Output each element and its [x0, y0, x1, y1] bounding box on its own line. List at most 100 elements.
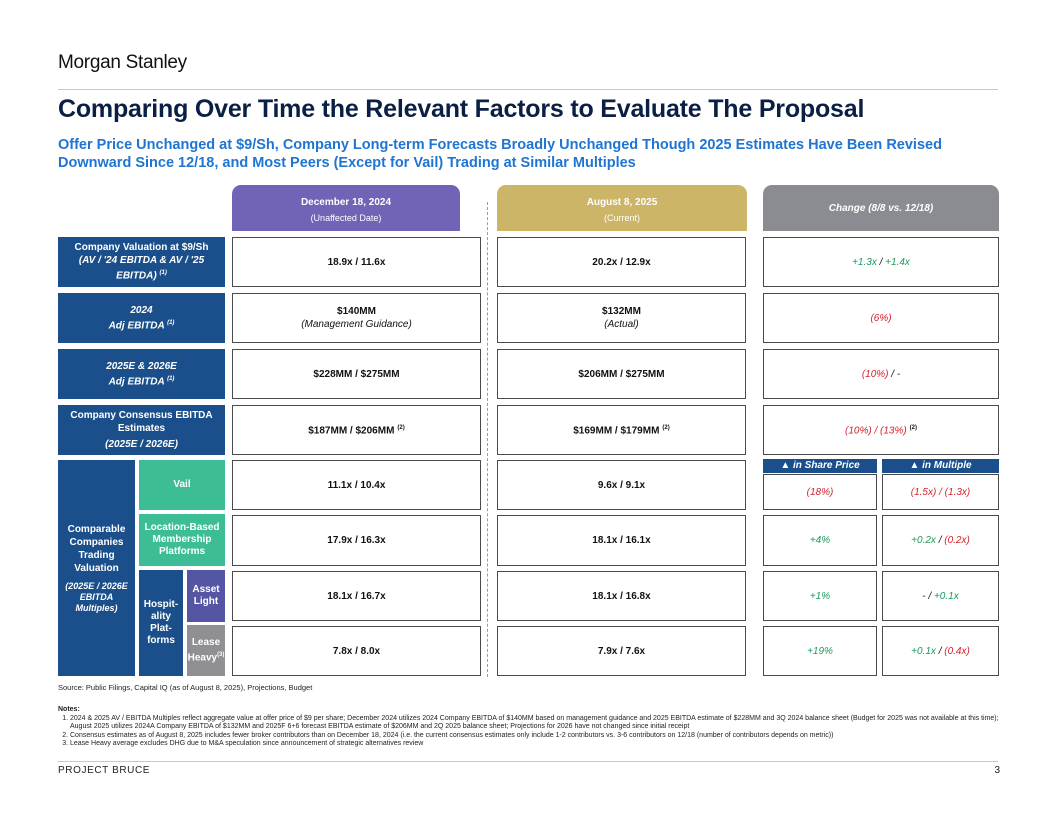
footnote-marker: (2): [662, 425, 670, 432]
row-label-consensus: Company Consensus EBITDA Estimates (2025…: [58, 405, 225, 455]
footnote-marker: (1): [167, 375, 175, 382]
footnote-marker: (1): [159, 270, 167, 277]
cell-ebitda-2025-2026-aug: $206MM / $275MM: [497, 349, 746, 399]
cell-consensus-aug: $169MM / $179MM (2): [497, 405, 746, 455]
cell-lease-heavy-multiple-change: +0.1x / (0.4x): [882, 626, 999, 676]
category-vail: Vail: [139, 460, 225, 510]
cell-location-multiple-change: +0.2x / (0.2x): [882, 515, 999, 566]
column-header-december-title: December 18, 2024: [300, 197, 392, 208]
row-label-valuation-line2: (AV / '24 EBITDA & AV / '25 EBITDA): [78, 255, 205, 282]
column-header-august-sub: (Current): [603, 213, 640, 223]
category-lease-heavy: Lease Heavy(3): [187, 625, 225, 676]
comparables-label-sub: (2025E / 2026E EBITDA Multiples): [65, 580, 128, 613]
cell-valuation-dec: 18.9x / 11.6x: [232, 237, 481, 287]
page-subtitle: Offer Price Unchanged at $9/Sh, Company …: [58, 137, 942, 171]
change-lease-heavy-multiple-b: (0.4x): [944, 645, 970, 657]
value-consensus-aug: $169MM / $179MM: [573, 425, 660, 437]
value-lease-heavy-dec: 7.8x / 8.0x: [332, 645, 381, 657]
change-valuation-b: +1.4x: [885, 256, 910, 268]
column-divider: [487, 202, 488, 677]
footer-page-number: 3: [994, 765, 1000, 776]
cell-location-share-change: +4%: [763, 515, 877, 566]
top-divider: [58, 89, 998, 90]
change-separator: /: [935, 645, 945, 657]
morgan-stanley-logo: Morgan Stanley: [58, 52, 187, 73]
row-label-ebitda-2025-2026: 2025E & 2026E Adj EBITDA (1): [58, 349, 225, 399]
footnote-marker: (3): [217, 651, 225, 658]
cell-asset-light-share-change: +1%: [763, 571, 877, 621]
note-item: Lease Heavy average excludes DHG due to …: [70, 740, 1008, 749]
cell-asset-light-aug: 18.1x / 16.8x: [497, 571, 746, 621]
value-ebitda-2024-aug: $132MM: [602, 306, 641, 317]
notes-section: Notes: 2024 & 2025 AV / EBITDA Multiples…: [58, 706, 1008, 749]
cell-ebitda-2024-change: (6%): [763, 293, 999, 343]
change-separator: /: [876, 256, 886, 268]
change-location-multiple-b: (0.2x): [944, 535, 970, 546]
value-ebitda-2025-2026-aug: $206MM / $275MM: [578, 368, 665, 380]
cell-ebitda-2024-dec: $140MM (Management Guidance): [232, 293, 481, 343]
value-ebitda-2025-2026-dec: $228MM / $275MM: [313, 368, 400, 380]
row-label-valuation-line1: Company Valuation at $9/Sh: [74, 242, 209, 254]
notes-title: Notes:: [58, 706, 80, 713]
row-label-consensus-line1: Company Consensus EBITDA Estimates: [70, 410, 213, 434]
cell-vail-dec: 11.1x / 10.4x: [232, 460, 481, 510]
change-valuation-a: +1.3x: [852, 256, 877, 268]
row-label-comparables: Comparable Companies Trading Valuation (…: [58, 460, 135, 676]
note-item: 2024 & 2025 AV / EBITDA Multiples reflec…: [70, 715, 1008, 732]
cell-valuation-aug: 20.2x / 12.9x: [497, 237, 746, 287]
value-asset-light-dec: 18.1x / 16.7x: [327, 590, 386, 602]
subheader-share-price: ▲ in Share Price: [763, 459, 877, 473]
change-lease-heavy-multiple-a: +0.1x: [911, 645, 936, 657]
value-vail-dec: 11.1x / 10.4x: [327, 479, 386, 491]
row-label-ebitda-2024-line2: Adj EBITDA: [108, 320, 165, 332]
change-asset-light-multiple-b: +0.1x: [933, 590, 959, 602]
bottom-divider: [58, 761, 998, 762]
column-header-december-sub: (Unaffected Date): [310, 213, 382, 223]
change-ebitda-2026: / -: [888, 368, 901, 380]
cell-vail-aug: 9.6x / 9.1x: [497, 460, 746, 510]
column-header-august: August 8, 2025 (Current): [497, 185, 747, 231]
row-label-valuation: Company Valuation at $9/Sh (AV / '24 EBI…: [58, 237, 225, 287]
cell-ebitda-2024-aug: $132MM (Actual): [497, 293, 746, 343]
cell-consensus-dec: $187MM / $206MM (2): [232, 405, 481, 455]
change-lease-heavy-share: +19%: [807, 645, 833, 657]
cell-vail-share-change: (18%): [763, 474, 877, 510]
category-lease-heavy-label: Lease Heavy: [187, 636, 221, 664]
change-vail-share: (18%): [806, 486, 834, 498]
category-asset-light: Asset Light: [187, 570, 225, 622]
cell-consensus-change: (10%) / (13%) (2): [763, 405, 999, 455]
category-location-based-label: Location-Based Membership Platforms: [144, 522, 220, 557]
change-ebitda-2025: (10%): [861, 368, 889, 380]
row-label-ebitda-2024: 2024 Adj EBITDA (1): [58, 293, 225, 343]
cell-lease-heavy-dec: 7.8x / 8.0x: [232, 626, 481, 676]
row-label-ebitda-2025-2026-line1: 2025E & 2026E: [106, 360, 177, 372]
change-asset-light-share: +1%: [809, 590, 831, 602]
footer-project-name: PROJECT BRUCE: [58, 765, 151, 776]
column-header-change-title: Change (8/8 vs. 12/18): [828, 203, 934, 214]
row-label-ebitda-2025-2026-line2: Adj EBITDA: [108, 376, 165, 388]
value-location-dec: 17.9x / 16.3x: [327, 535, 386, 546]
cell-valuation-change: +1.3x / +1.4x: [763, 237, 999, 287]
value-lease-heavy-aug: 7.9x / 7.6x: [597, 645, 646, 657]
category-asset-light-label: Asset Light: [192, 584, 220, 607]
row-label-ebitda-2024-line1: 2024: [130, 304, 153, 316]
cell-vail-multiple-change: (1.5x) / (1.3x): [882, 474, 999, 510]
category-location-based: Location-Based Membership Platforms: [139, 514, 225, 566]
source-line: Source: Public Filings, Capital IQ (as o…: [58, 683, 313, 692]
column-header-august-title: August 8, 2025: [586, 197, 658, 208]
cell-lease-heavy-aug: 7.9x / 7.6x: [497, 626, 746, 676]
value-ebitda-2024-dec: $140MM: [337, 306, 376, 317]
change-ebitda-2024: (6%): [870, 312, 892, 324]
page-title: Comparing Over Time the Relevant Factors…: [58, 95, 865, 123]
cell-asset-light-dec: 18.1x / 16.7x: [232, 571, 481, 621]
cell-ebitda-2025-2026-dec: $228MM / $275MM: [232, 349, 481, 399]
comparables-label: Comparable Companies Trading Valuation: [67, 523, 126, 574]
change-location-share: +4%: [809, 535, 831, 546]
value-valuation-dec: 18.9x / 11.6x: [327, 256, 386, 268]
cell-ebitda-2025-2026-change: (10%) / -: [763, 349, 999, 399]
value-valuation-aug: 20.2x / 12.9x: [592, 256, 651, 268]
value-ebitda-2024-aug-sub: (Actual): [604, 319, 639, 330]
value-asset-light-aug: 18.1x / 16.8x: [592, 590, 651, 602]
category-vail-label: Vail: [173, 479, 191, 490]
cell-location-dec: 17.9x / 16.3x: [232, 515, 481, 566]
